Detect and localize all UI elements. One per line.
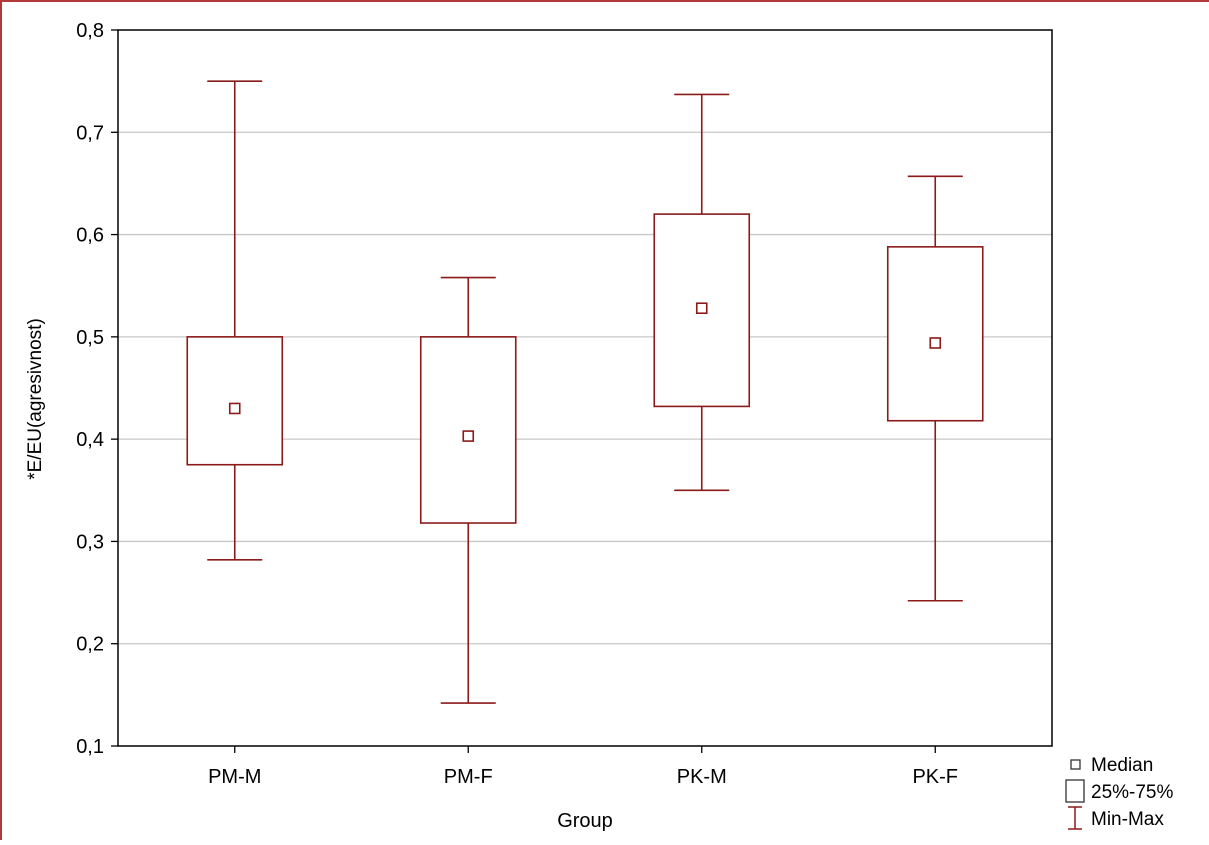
legend-box-icon [1065, 779, 1085, 803]
x-tick-label: PM-F [444, 766, 493, 788]
legend: Median 25%-75% Min-Max [1065, 755, 1173, 830]
box-pm-m [186, 80, 284, 561]
legend-label: 25%-75% [1091, 782, 1173, 803]
y-tick-label: 0,8 [76, 20, 104, 42]
median-marker [695, 302, 708, 315]
median-marker [929, 337, 942, 349]
median-marker [228, 402, 241, 415]
frame-top-border [0, 0, 1209, 2]
axes: 0,1 0,2 0,3 0,4 0,5 0,6 0,7 0,8 PM-M PM-F PK-M PK-F [76, 20, 1053, 788]
box-pk-f [886, 175, 984, 602]
box-pm-f [419, 276, 517, 704]
y-tick-label: 0,2 [76, 634, 104, 656]
y-tick-label: 0,6 [76, 225, 104, 247]
boxes [186, 80, 984, 704]
plot-area-frame [117, 29, 1053, 747]
legend-label: Min-Max [1091, 809, 1164, 830]
y-tick-label: 0,4 [76, 429, 104, 451]
frame-left-border [0, 0, 2, 840]
legend-median-icon [1070, 759, 1081, 770]
y-axis-label: *E/EU(agresivnost) [25, 318, 46, 480]
legend-label: Median [1091, 755, 1153, 776]
x-tick-label: PK-M [677, 766, 727, 788]
box-pk-m [653, 93, 751, 492]
iqr-box [886, 246, 984, 422]
y-tick-label: 0,5 [76, 327, 104, 349]
median-marker [462, 430, 475, 442]
x-tick-label: PM-M [208, 766, 261, 788]
iqr-box [419, 336, 517, 524]
x-tick-label: PK-F [912, 766, 958, 788]
iqr-box [186, 336, 284, 466]
y-tick-label: 0,1 [76, 736, 104, 758]
y-tick-label: 0,7 [76, 122, 104, 144]
y-tick-label: 0,3 [76, 531, 104, 553]
x-axis-label: Group [557, 810, 613, 832]
